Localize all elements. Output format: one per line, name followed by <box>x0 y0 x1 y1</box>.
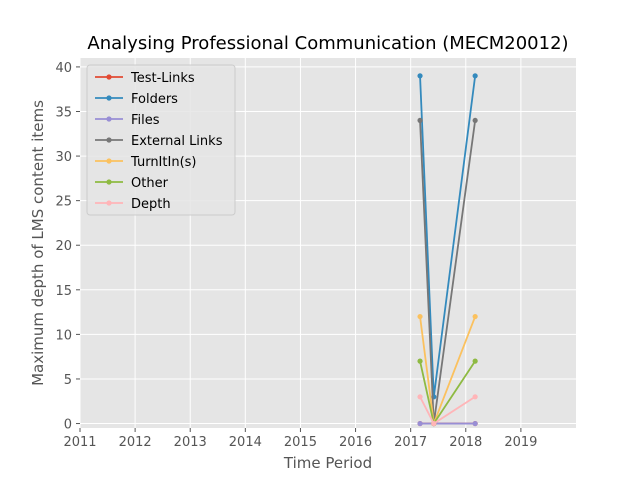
data-point <box>417 358 423 364</box>
legend-item: Folders <box>95 92 178 107</box>
x-axis-label: Time Period <box>283 454 372 472</box>
legend-item: External Links <box>95 134 223 149</box>
data-point <box>472 313 478 320</box>
legend-marker <box>106 200 112 206</box>
data-point <box>472 394 478 400</box>
legend-label: Folders <box>131 92 178 107</box>
legend-label: External Links <box>131 134 223 149</box>
legend-label: Other <box>131 176 169 191</box>
legend-marker <box>106 74 112 80</box>
data-point <box>472 358 478 364</box>
x-tick-label: 2018 <box>449 435 482 450</box>
y-axis-ticks: 0 5 10 15 20 25 30 35 40 <box>55 61 80 433</box>
legend-item: Files <box>95 113 160 128</box>
legend-label: Files <box>131 113 160 128</box>
y-tick-label: 20 <box>55 239 72 254</box>
legend-marker <box>106 179 112 185</box>
y-tick-label: 30 <box>55 150 72 165</box>
legend-box <box>86 64 236 216</box>
x-tick-label: 2011 <box>63 435 96 450</box>
data-point <box>472 420 478 427</box>
data-point <box>417 313 423 320</box>
legend-item: TurnItIn(s) <box>95 155 196 170</box>
data-point <box>472 117 478 124</box>
x-tick-label: 2014 <box>229 435 262 450</box>
x-tick-label: 2019 <box>504 435 537 450</box>
series-lines <box>417 73 478 427</box>
legend-item: Test-Links <box>95 71 195 86</box>
y-tick-label: 35 <box>55 105 72 120</box>
y-tick-label: 40 <box>55 61 72 76</box>
x-tick-label: 2012 <box>119 435 152 450</box>
legend-item: Depth <box>95 197 171 212</box>
legend-marker <box>106 95 112 101</box>
x-tick-label: 2015 <box>284 435 317 450</box>
x-tick-label: 2016 <box>339 435 372 450</box>
legend-label: Depth <box>131 197 171 212</box>
data-point <box>472 73 478 79</box>
y-tick-label: 10 <box>55 328 72 343</box>
legend-label: Test-Links <box>130 71 195 86</box>
y-tick-label: 25 <box>55 195 72 210</box>
legend-label: TurnItIn(s) <box>130 155 196 170</box>
legend: Test-Links Folders Files External Links Turn… <box>86 64 236 216</box>
legend-marker <box>106 116 112 122</box>
data-point <box>417 394 423 400</box>
y-tick-label: 15 <box>55 284 72 299</box>
data-point <box>417 117 423 124</box>
data-point <box>417 420 423 427</box>
y-axis-label: Maximum depth of LMS content items <box>29 100 47 386</box>
x-tick-label: 2017 <box>394 435 427 450</box>
series-6 <box>417 394 478 427</box>
legend-marker <box>106 137 112 143</box>
grid <box>79 58 576 428</box>
y-tick-label: 0 <box>64 418 72 433</box>
y-tick-label: 5 <box>64 373 72 388</box>
chart-title: Analysing Professional Communication (ME… <box>87 33 568 54</box>
legend-marker <box>106 158 112 164</box>
legend-item: Other <box>95 176 169 191</box>
data-point <box>431 420 437 427</box>
data-point <box>417 73 423 79</box>
x-tick-label: 2013 <box>174 435 207 450</box>
x-axis-ticks: 2011 2012 2013 2014 2015 2016 2017 2018 2019 <box>63 428 537 450</box>
